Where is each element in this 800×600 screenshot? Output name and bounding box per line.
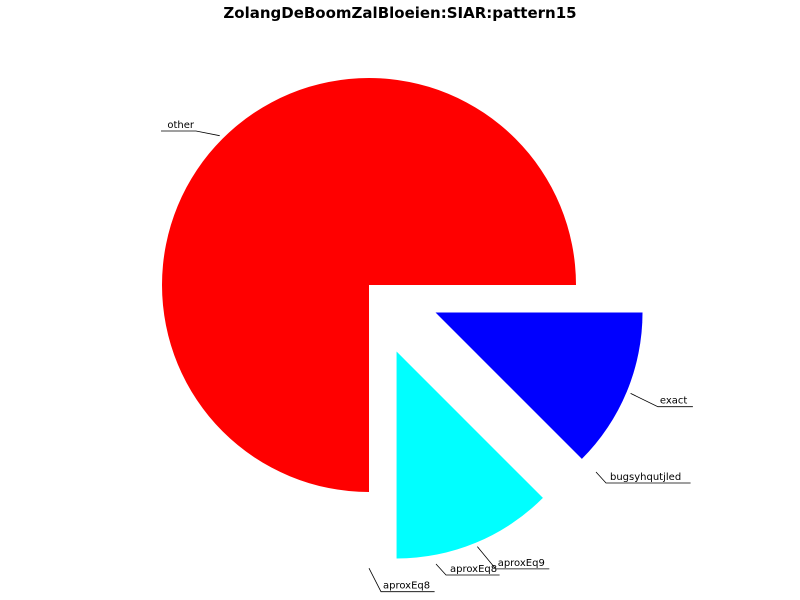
slice-label-exact: exact — [660, 396, 688, 407]
label-leader-aproxeq9 — [477, 546, 550, 570]
pie-slice-exact-0 — [435, 312, 643, 459]
label-leader-other — [160, 130, 220, 137]
overlapping-leader-0 — [595, 471, 691, 484]
label-leader-aproxeq8 — [368, 567, 435, 593]
slice-label-aproxeq9: aproxEq9 — [498, 558, 545, 569]
slice-label-aproxeq8: aproxEq8 — [383, 581, 430, 592]
pie-labels: exactaproxEq9aproxEq8otherbugsyhqutjleda… — [160, 120, 693, 593]
overlapping-leader-1 — [435, 563, 500, 576]
overlapping-label-1: aproxEq8 — [450, 564, 497, 575]
slice-label-other: other — [167, 120, 195, 131]
pie-slices — [162, 78, 643, 559]
chart-title: ZolangDeBoomZalBloeien:SIAR:pattern15 — [223, 4, 576, 22]
pie-slice-other-7 — [162, 78, 576, 492]
label-leader-exact — [630, 392, 693, 408]
pie-slice-aproxeq9-5 — [396, 351, 543, 559]
overlapping-label-0: bugsyhqutjled — [610, 472, 681, 483]
